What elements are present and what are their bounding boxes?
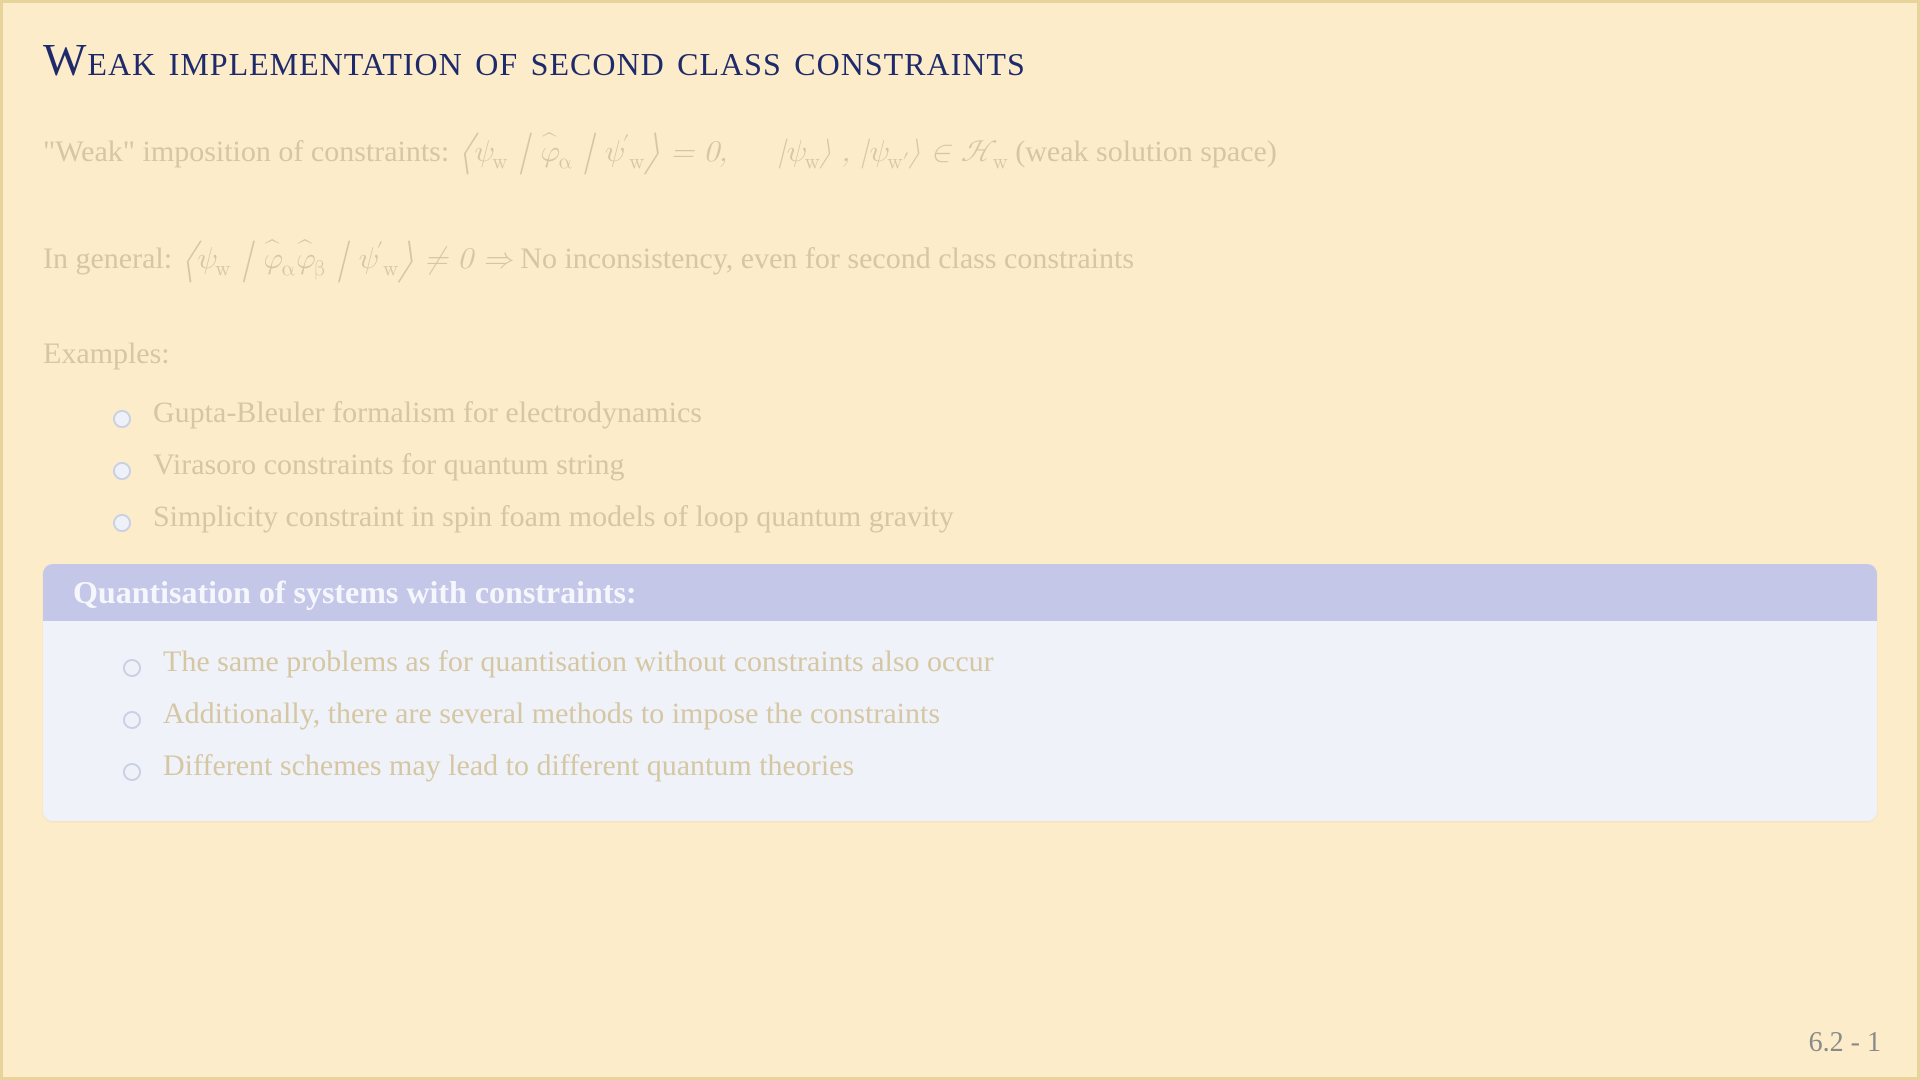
box-item: The same problems as for quantisation wi…: [123, 645, 1847, 679]
example-item: Virasoro constraints for quantum string: [113, 448, 1877, 482]
box-header: Quantisation of systems with constraints…: [43, 564, 1877, 621]
box-item: Additionally, there are several methods …: [123, 697, 1847, 731]
slide-title: Weak implementation of second class cons…: [43, 33, 1877, 86]
page-number: 6.2 - 1: [1809, 1027, 1881, 1059]
summary-box: Quantisation of systems with constraints…: [43, 564, 1877, 821]
examples-label: Examples:: [43, 330, 1877, 378]
line2-prefix: In general:: [43, 242, 180, 275]
line2-math: ⟨ψw | φαφβ | ψ′w⟩ ≠ 0 ⇒: [180, 244, 513, 274]
example-item: Gupta-Bleuler formalism for electrodynam…: [113, 396, 1877, 430]
line-weak-imposition: "Weak" imposition of constraints: ⟨ψw | …: [43, 116, 1877, 183]
box-body: The same problems as for quantisation wi…: [43, 621, 1877, 821]
example-item: Simplicity constraint in spin foam model…: [113, 500, 1877, 534]
line-in-general: In general: ⟨ψw | φαφβ | ψ′w⟩ ≠ 0 ⇒ No i…: [43, 223, 1877, 290]
box-list: The same problems as for quantisation wi…: [73, 645, 1847, 783]
line1-prefix: "Weak" imposition of constraints:: [43, 135, 457, 168]
line2-suffix: No inconsistency, even for second class …: [520, 242, 1134, 275]
box-item: Different schemes may lead to different …: [123, 749, 1847, 783]
examples-list: Gupta-Bleuler formalism for electrodynam…: [43, 396, 1877, 534]
slide: Weak implementation of second class cons…: [0, 0, 1920, 1080]
line1-math: ⟨ψw | φα | ψ′w⟩ = 0, |ψw⟩ , |ψw′⟩ ∈ ℋw: [457, 137, 1008, 167]
line1-suffix: (weak solution space): [1015, 135, 1277, 168]
